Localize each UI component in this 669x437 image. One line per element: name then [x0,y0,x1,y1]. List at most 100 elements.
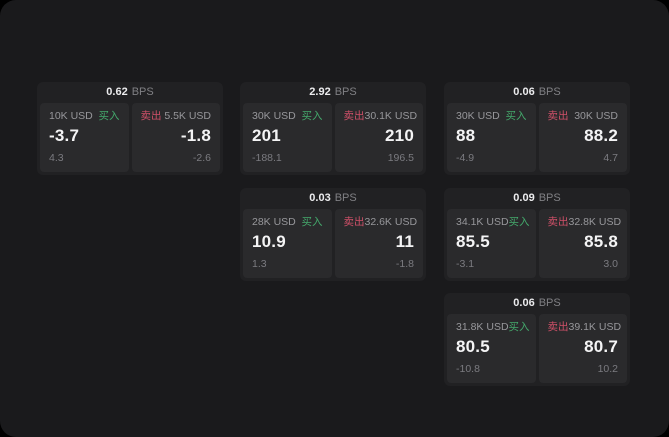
sell-panel[interactable]: 卖出 39.1K USD 80.7 10.2 [538,314,627,383]
quote-panels: 28K USD 买入 10.9 1.3 卖出 32.6K USD 11 -1.8 [240,209,426,281]
sell-panel[interactable]: 卖出 32.6K USD 11 -1.8 [334,209,423,278]
bps-unit-label: BPS [131,86,154,98]
spread-bps-value: 2.92 [309,86,331,98]
buy-panel[interactable]: 10K USD 买入 -3.7 4.3 [40,103,129,172]
sell-price: 11 [395,231,414,251]
spread-header: 2.92 BPS [240,82,426,103]
buy-price: -3.7 [49,125,80,145]
sell-price: 80.7 [584,336,618,356]
buy-sub-value: -188.1 [252,152,282,165]
sell-price: 88.2 [584,125,618,145]
quote-card: 0.03 BPS 28K USD 买入 10.9 1.3 卖出 32.6K USD 11 -1.8 [240,188,426,281]
quote-card: 0.06 BPS 31.8K USD 买入 80.5 -10.8 卖出 39.1K USD 80… [444,293,630,386]
sell-sub-value: 10.2 [597,363,618,376]
buy-amount: 31.8K USD [456,321,509,333]
sell-sub-value: -2.6 [192,152,211,165]
sell-side-label: 卖出 [547,110,569,122]
sell-amount: 30.1K USD [364,110,418,122]
spread-header: 0.09 BPS [444,188,630,209]
buy-sub-value: -4.9 [456,152,475,165]
buy-side-label: 买入 [505,110,527,122]
buy-side-label: 买入 [508,321,530,333]
buy-side-label: 买入 [508,216,530,228]
buy-amount: 10K USD [49,110,93,122]
spread-bps-value: 0.62 [106,86,128,98]
sell-panel[interactable]: 卖出 30.1K USD 210 196.5 [334,103,423,172]
sell-side-label: 卖出 [343,110,365,122]
spread-header: 0.06 BPS [444,293,630,314]
quote-panels: 30K USD 买入 201 -188.1 卖出 30.1K USD 210 196.5 [240,103,426,175]
buy-sub-value: -3.1 [456,258,475,271]
sell-panel-header: 卖出 39.1K USD [548,321,622,334]
sell-sub-value: 196.5 [387,152,414,165]
quote-panels: 34.1K USD 买入 85.5 -3.1 卖出 32.8K USD 85.8 3.0 [444,209,630,281]
sell-amount: 5.5K USD [164,110,211,122]
spread-bps-value: 0.06 [513,86,535,98]
buy-price: 10.9 [252,231,286,251]
buy-sub-value: -10.8 [456,363,480,376]
quote-panels: 10K USD 买入 -3.7 4.3 卖出 5.5K USD -1.8 -2.6 [37,103,223,175]
sell-sub-value: -1.8 [395,258,414,271]
buy-side-label: 买入 [301,216,323,228]
sell-amount: 30K USD [574,110,618,122]
quote-card: 0.09 BPS 34.1K USD 买入 85.5 -3.1 卖出 32.8K USD 85.… [444,188,630,281]
buy-panel-header: 28K USD 买入 [252,216,323,229]
spread-header: 0.06 BPS [444,82,630,103]
sell-amount: 39.1K USD [568,321,622,333]
buy-panel-header: 31.8K USD 买入 [456,321,530,334]
buy-side-label: 买入 [98,110,120,122]
sell-panel-header: 卖出 30K USD [547,110,619,123]
bps-unit-label: BPS [334,86,357,98]
buy-panel-header: 34.1K USD 买入 [456,216,530,229]
sell-panel[interactable]: 卖出 30K USD 88.2 4.7 [538,103,627,172]
spread-header: 0.62 BPS [37,82,223,103]
quote-card: 0.62 BPS 10K USD 买入 -3.7 4.3 卖出 5.5K USD -1.8 -2.… [37,82,223,175]
buy-sub-value: 1.3 [252,258,267,271]
sell-side-label: 卖出 [140,110,162,122]
buy-panel-header: 10K USD 买入 [49,110,120,123]
spread-bps-value: 0.03 [309,192,331,204]
sell-price: 210 [385,125,414,145]
quote-card: 0.06 BPS 30K USD 买入 88 -4.9 卖出 30K USD 88.2 4.7 [444,82,630,175]
buy-price: 88 [456,125,476,145]
sell-sub-value: 4.7 [603,152,618,165]
bps-unit-label: BPS [538,86,561,98]
buy-amount: 30K USD [252,110,296,122]
sell-amount: 32.8K USD [568,216,622,228]
spread-header: 0.03 BPS [240,188,426,209]
buy-panel-header: 30K USD 买入 [456,110,527,123]
spread-bps-value: 0.09 [513,192,535,204]
bps-unit-label: BPS [538,297,561,309]
buy-panel[interactable]: 30K USD 买入 88 -4.9 [447,103,536,172]
buy-panel[interactable]: 34.1K USD 买入 85.5 -3.1 [447,209,536,278]
bps-unit-label: BPS [334,192,357,204]
sell-side-label: 卖出 [547,216,569,228]
quote-card: 2.92 BPS 30K USD 买入 201 -188.1 卖出 30.1K USD 210 1… [240,82,426,175]
sell-panel-header: 卖出 32.6K USD [343,216,418,229]
buy-panel[interactable]: 31.8K USD 买入 80.5 -10.8 [447,314,536,383]
buy-price: 80.5 [456,336,490,356]
sell-price: 85.8 [584,231,618,251]
sell-amount: 32.6K USD [364,216,418,228]
buy-amount: 30K USD [456,110,500,122]
buy-sub-value: 4.3 [49,152,64,165]
buy-price: 85.5 [456,231,490,251]
buy-side-label: 买入 [301,110,323,122]
sell-price: -1.8 [180,125,211,145]
sell-panel[interactable]: 卖出 5.5K USD -1.8 -2.6 [131,103,220,172]
buy-amount: 28K USD [252,216,296,228]
buy-panel-header: 30K USD 买入 [252,110,323,123]
bps-unit-label: BPS [538,192,561,204]
buy-panel[interactable]: 30K USD 买入 201 -188.1 [243,103,332,172]
sell-panel[interactable]: 卖出 32.8K USD 85.8 3.0 [538,209,627,278]
sell-side-label: 卖出 [343,216,365,228]
sell-panel-header: 卖出 30.1K USD [343,110,418,123]
sell-panel-header: 卖出 5.5K USD [140,110,212,123]
buy-panel[interactable]: 28K USD 买入 10.9 1.3 [243,209,332,278]
quote-panels: 31.8K USD 买入 80.5 -10.8 卖出 39.1K USD 80.7 10.2 [444,314,630,386]
quote-panels: 30K USD 买入 88 -4.9 卖出 30K USD 88.2 4.7 [444,103,630,175]
spread-bps-value: 0.06 [513,297,535,309]
sell-panel-header: 卖出 32.8K USD [547,216,622,229]
buy-amount: 34.1K USD [456,216,509,228]
